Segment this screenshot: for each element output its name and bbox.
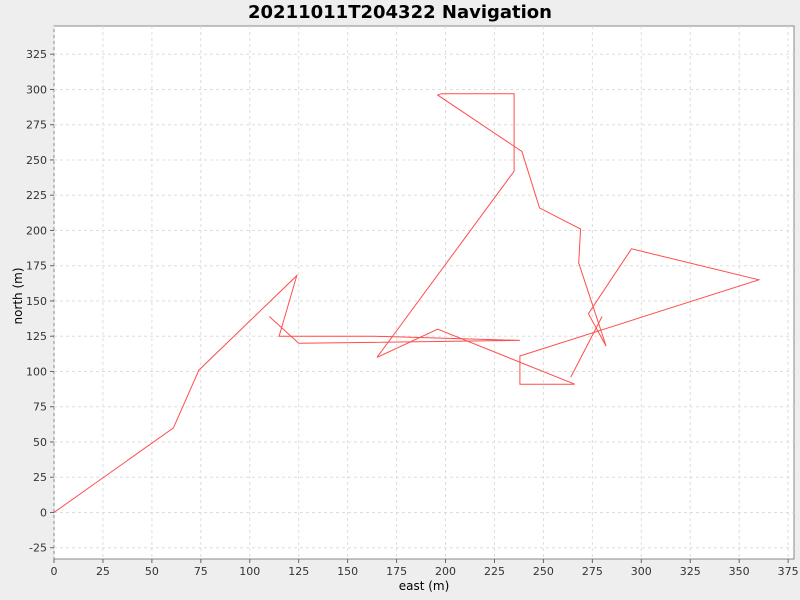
y-tick-label: 325: [26, 48, 47, 61]
y-tick-label: 225: [26, 189, 47, 202]
x-tick-label: 100: [239, 565, 260, 578]
x-axis: 0 25 50 75 100 125 150 175 200 225 250 275 300 325 350…: [51, 559, 799, 578]
y-tick-label: 300: [26, 83, 47, 96]
y-tick-label: -25: [29, 542, 47, 555]
x-tick-label: 75: [194, 565, 208, 578]
x-tick-label: 150: [337, 565, 358, 578]
grid-lines: [53, 26, 794, 559]
series-line-2: [376, 93, 761, 385]
y-tick-label: 125: [26, 330, 47, 343]
x-tick-label: 375: [778, 565, 799, 578]
x-tick-label: 25: [96, 565, 110, 578]
y-tick-label: 150: [26, 295, 47, 308]
x-tick-label: 50: [145, 565, 159, 578]
x-tick-label: 250: [533, 565, 554, 578]
series-line-1: [53, 273, 520, 513]
plot-area: [53, 25, 795, 560]
x-tick-label: 200: [435, 565, 456, 578]
y-tick-label: 200: [26, 224, 47, 237]
y-tick-label: 175: [26, 260, 47, 273]
y-tick-label: 75: [33, 401, 47, 414]
series-layer: [53, 93, 761, 513]
y-tick-label: 250: [26, 154, 47, 167]
x-tick-label: 175: [386, 565, 407, 578]
x-tick-label: 350: [729, 565, 750, 578]
y-axis-label: north (m): [11, 267, 25, 324]
series-line-3: [570, 316, 603, 378]
x-tick-label: 0: [51, 565, 58, 578]
y-tick-label: 50: [33, 436, 47, 449]
x-tick-label: 275: [582, 565, 603, 578]
x-axis-label: east (m): [399, 579, 450, 593]
x-tick-label: 125: [288, 565, 309, 578]
x-tick-label: 225: [484, 565, 505, 578]
y-tick-label: 100: [26, 365, 47, 378]
y-tick-label: 275: [26, 119, 47, 132]
x-tick-label: 325: [680, 565, 701, 578]
x-tick-label: 300: [631, 565, 652, 578]
chart-title: 20211011T204322 Navigation: [248, 2, 552, 23]
y-tick-label: 0: [40, 506, 47, 519]
y-tick-label: 25: [33, 471, 47, 484]
y-axis: -25 0 25 50 75 100 125 150 175 200 225 250 275 300 325: [26, 48, 54, 555]
